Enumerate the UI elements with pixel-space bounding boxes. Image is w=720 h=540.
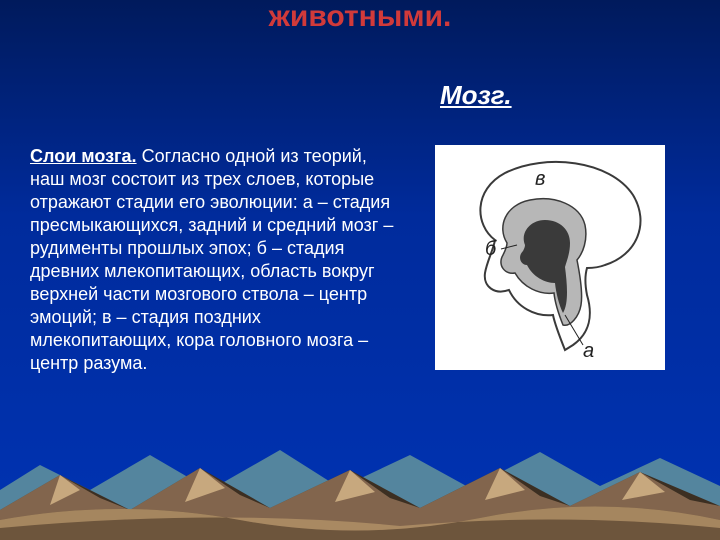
body-lead: Слои мозга.	[30, 146, 137, 166]
label-a: а	[583, 340, 594, 362]
slide-root: животными. Мозг. Слои мозга. Согласно од…	[0, 0, 720, 540]
slide-subtitle: Мозг.	[440, 80, 512, 111]
body-rest: Согласно одной из теорий, наш мозг состо…	[30, 146, 393, 373]
body-paragraph: Слои мозга. Согласно одной из теорий, на…	[30, 145, 400, 375]
brain-svg: в б а	[435, 145, 665, 370]
mountain-decoration	[0, 420, 720, 540]
brain-figure: в б а	[435, 145, 665, 370]
label-b: б	[485, 238, 497, 260]
label-v: в	[535, 168, 545, 190]
slide-title: животными.	[0, 0, 720, 34]
